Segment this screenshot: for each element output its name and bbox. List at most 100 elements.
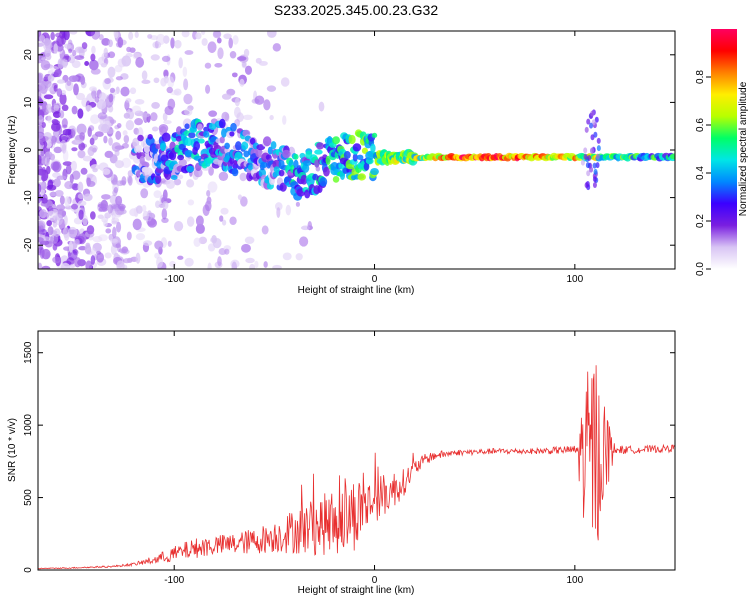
spectrogram-speckle — [47, 83, 55, 92]
spectrogram-speckle — [44, 156, 51, 167]
spectrogram-speckle — [142, 111, 148, 121]
spectrogram-speckle — [113, 186, 119, 194]
spectrogram-speckle — [67, 226, 78, 239]
spectrogram-speckle — [74, 55, 85, 60]
spectrogram-speckle — [47, 179, 54, 190]
spectrogram-speckle — [111, 220, 118, 225]
spectrogram-speckle — [240, 196, 248, 207]
spectrogram-speckle — [69, 31, 78, 35]
spectrogram-ridge-blob — [160, 142, 166, 152]
spectrogram-speckle — [38, 183, 42, 194]
spectrogram-speckle — [69, 263, 76, 269]
spectrogram-speckle — [77, 200, 87, 207]
heatmap-layer — [38, 31, 675, 269]
spectrogram-speckle — [90, 68, 101, 75]
spectrogram-speckle — [45, 52, 52, 61]
spectrogram-disturbance — [584, 182, 589, 189]
spectrogram-speckle — [121, 142, 129, 149]
spectrogram-speckle — [39, 54, 47, 62]
spectrogram-speckle — [254, 260, 259, 269]
spectrogram-speckle — [52, 243, 58, 251]
spectrogram-speckle — [86, 180, 96, 187]
spectrogram-speckle — [89, 137, 95, 146]
spectrogram-disturbance — [584, 126, 589, 133]
spectrogram-speckle — [162, 189, 168, 201]
spectrogram-ridge-blob — [669, 153, 675, 160]
spectrogram-speckle — [54, 69, 62, 78]
spectrogram-speckle — [73, 83, 79, 96]
spectrogram-speckle — [295, 201, 300, 207]
spectrogram-ridge-blob — [143, 143, 151, 154]
spectrogram-ridge-blob — [343, 151, 351, 160]
spectrogram-speckle — [38, 42, 45, 47]
spectrogram-speckle — [200, 31, 206, 35]
y-tick-label: 10 — [23, 96, 34, 108]
spectrogram-disturbance — [595, 162, 600, 169]
spectrogram-speckle — [79, 132, 86, 140]
spectrogram-speckle — [91, 45, 96, 55]
spectrogram-speckle — [151, 101, 160, 109]
spectrogram-ridge-blob — [325, 155, 331, 166]
spectrogram-speckle — [39, 209, 48, 219]
spectrogram-speckle — [77, 181, 84, 193]
spectrogram-ridge-blob — [188, 132, 196, 139]
spectrogram-speckle — [103, 220, 108, 227]
spectrogram-speckle — [241, 243, 251, 253]
spectrogram-ridge-blob — [241, 141, 249, 150]
colorbar-tick-label: 0.2 — [695, 214, 706, 228]
spectrogram-disturbance — [580, 159, 585, 166]
spectrogram-speckle — [50, 234, 59, 244]
spectrogram-speckle — [40, 197, 48, 204]
spectrogram-speckle — [147, 34, 153, 39]
spectrogram-speckle — [38, 125, 41, 133]
spectrogram-disturbance — [592, 176, 597, 183]
spectrogram-speckle — [97, 112, 108, 120]
spectrogram-ridge-blob — [370, 143, 376, 153]
y-tick-label: -10 — [23, 190, 34, 205]
spectrogram-speckle — [99, 93, 108, 100]
spectrogram-speckle — [86, 173, 94, 179]
spectrogram-ridge-blob — [137, 134, 144, 142]
spectrogram-speckle — [70, 128, 76, 137]
spectrogram-ridge-blob — [221, 128, 227, 138]
spectrogram-speckle — [266, 85, 277, 92]
spectrogram-speckle — [116, 122, 122, 129]
spectrogram-speckle — [186, 179, 195, 188]
spectrogram-speckle — [232, 35, 239, 45]
spectrogram-ridge-blob — [352, 153, 358, 162]
spectrogram-speckle — [193, 168, 203, 178]
spectrogram-ridge-blob — [197, 123, 203, 131]
spectrogram-speckle — [68, 240, 74, 253]
spectrogram-speckle — [68, 75, 79, 83]
spectrogram-speckle — [217, 47, 224, 60]
colorbar-tick-label: 0.0 — [695, 262, 706, 276]
spectrogram-speckle — [100, 199, 108, 211]
spectrogram-ridge-blob — [177, 154, 185, 161]
spectrogram-ridge-blob — [193, 141, 201, 151]
spectrogram-speckle — [69, 173, 74, 184]
spectrogram-speckle — [272, 43, 282, 52]
spectrogram-speckle — [178, 57, 183, 69]
spectrogram-speckle — [92, 168, 98, 173]
spectrogram-ridge-blob — [282, 149, 291, 159]
spectrogram-speckle — [204, 62, 212, 69]
spectrogram-speckle — [46, 220, 52, 227]
spectrogram-speckle — [54, 214, 64, 226]
spectrogram-speckle — [78, 142, 86, 151]
spectrogram-speckle — [115, 195, 123, 206]
spectrogram-speckle — [115, 221, 122, 233]
spectrogram-speckle — [103, 135, 108, 144]
spectrogram-speckle — [96, 252, 105, 263]
spectrogram-ridge-blob — [161, 132, 171, 143]
spectrogram-speckle — [184, 50, 194, 55]
spectrogram-speckle — [89, 59, 99, 71]
spectrogram-speckle — [184, 257, 194, 267]
spectrogram-speckle — [89, 144, 98, 152]
spectrogram-speckle — [123, 112, 131, 119]
spectrogram-speckle — [174, 39, 182, 49]
spectrogram-speckle — [141, 79, 151, 85]
spectrogram-speckle — [243, 48, 250, 57]
spectrogram-ridge-blob — [293, 153, 299, 160]
